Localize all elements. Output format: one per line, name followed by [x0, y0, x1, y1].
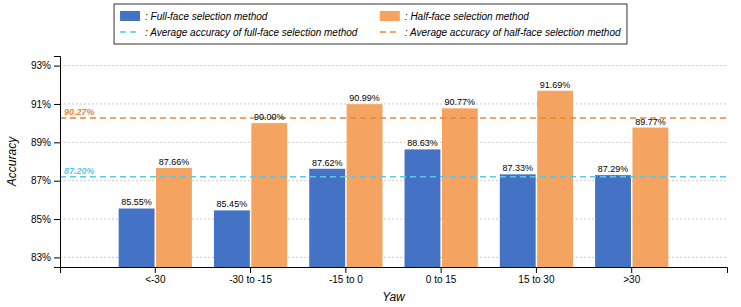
data-label: 89.77%: [635, 117, 666, 127]
bar: [119, 208, 155, 267]
tick-label: 85%: [31, 214, 51, 225]
legend-entry: : Full-face selection method: [120, 11, 268, 22]
tick-mark: [54, 219, 60, 220]
marks: [60, 91, 727, 267]
data-label: 91.69%: [540, 80, 571, 90]
grid-line: [60, 103, 727, 104]
legend-label: : Average accuracy of full-face selectio…: [145, 27, 358, 38]
data-label: 87.29%: [598, 164, 629, 174]
average-label: 90.27%: [64, 107, 95, 117]
bar: [347, 104, 383, 267]
data-label: 88.63%: [407, 138, 438, 148]
tick: 83%: [31, 252, 60, 263]
bar: [632, 128, 668, 267]
tick: <-30: [145, 267, 166, 285]
tick: 85%: [31, 214, 60, 225]
tick-mark: [250, 267, 251, 273]
bar: [595, 175, 631, 267]
tick: 87%: [31, 175, 60, 186]
bar-series: [156, 91, 668, 267]
tick-label: -30 to -15: [229, 274, 272, 285]
data-label: 90.77%: [445, 97, 476, 107]
average-line: [60, 176, 727, 178]
tick: 93%: [31, 60, 60, 71]
tick-mark: [54, 142, 60, 143]
x-axis: <-30 -30 to -15 -15 to 0 0 to 15 15 to 30 >30: [61, 267, 728, 285]
legend-column: : Full-face selection method : Average ac…: [120, 11, 358, 38]
tick-label: 0 to 15: [426, 274, 457, 285]
tick-label: -15 to 0: [329, 274, 363, 285]
grid-line: [60, 65, 727, 66]
tick: 0 to 15: [426, 267, 457, 285]
labels: 85.55% 85.45% 87.62% 88.63% 87.33% 87.29% 87.6…: [64, 80, 666, 210]
legend-entry: : Average accuracy of half-face selectio…: [380, 27, 621, 38]
tick-label: 89%: [31, 137, 51, 148]
bar: [309, 169, 345, 267]
tick-mark: [536, 267, 537, 273]
legend-column: : Half-face selection method : Average ac…: [380, 11, 621, 38]
tick-mark: [631, 267, 632, 273]
axis-line: [61, 268, 728, 274]
average-line: [60, 117, 727, 119]
tick-mark: [441, 267, 442, 273]
bar: [214, 210, 250, 267]
average-label: 87.20%: [64, 166, 95, 176]
legend-entry: : Average accuracy of full-face selectio…: [120, 27, 358, 38]
y-axis: 83% 85% 87% 89% 91% 93%: [31, 57, 61, 268]
legend-label: : Full-face selection method: [145, 11, 268, 22]
plot: 85.55% 85.45% 87.62% 88.63% 87.33% 87.29% 87.6…: [31, 57, 728, 307]
tick: 89%: [31, 137, 60, 148]
bar: [251, 123, 287, 267]
data-label: 90.99%: [349, 93, 380, 103]
tick: -30 to -15: [229, 267, 272, 285]
bar: [500, 174, 536, 267]
data-label: 85.45%: [217, 199, 248, 209]
tick-label: 87%: [31, 175, 51, 186]
legend-swatch: [380, 11, 400, 21]
tick-label: 93%: [31, 60, 51, 71]
legend-entry: : Half-face selection method: [380, 11, 529, 22]
legend-swatch: [120, 11, 140, 21]
tick-mark: [54, 181, 60, 182]
bar: [442, 108, 478, 267]
tick-mark: [54, 104, 60, 105]
tick: -15 to 0: [329, 267, 363, 285]
bar: [537, 91, 573, 267]
y-axis-title: Accuracy: [5, 136, 19, 187]
legend-label: : Average accuracy of half-face selectio…: [405, 27, 621, 38]
tick-label: <-30: [145, 274, 166, 285]
tick: >30: [623, 267, 640, 285]
tick: 15 to 30: [518, 267, 555, 285]
legend-frame: [114, 4, 627, 44]
tick: 91%: [31, 99, 60, 110]
data-label: 87.33%: [502, 163, 533, 173]
bar: [405, 149, 441, 267]
tick-mark: [54, 66, 60, 67]
axis-line: [54, 57, 61, 268]
tick-label: >30: [623, 274, 640, 285]
data-label: 85.55%: [121, 197, 152, 207]
bar: [156, 168, 192, 267]
x-axis-title: Yaw: [382, 290, 406, 304]
chart: 85.55% 85.45% 87.62% 88.63% 87.33% 87.29% 87.6…: [0, 0, 741, 307]
tick-mark: [345, 267, 346, 273]
data-label: 87.62%: [312, 158, 343, 168]
legend-swatch: [120, 31, 140, 33]
legend: : Full-face selection method : Average ac…: [114, 4, 627, 44]
tick-mark: [54, 257, 60, 258]
data-label: 90.00%: [254, 112, 285, 122]
data-label: 87.66%: [159, 157, 190, 167]
tick-label: 91%: [31, 99, 51, 110]
tick-label: 15 to 30: [518, 274, 555, 285]
tick-label: 83%: [31, 252, 51, 263]
tick-mark: [155, 267, 156, 273]
legend-label: : Half-face selection method: [405, 11, 529, 22]
grid-line: [60, 142, 727, 143]
legend-swatch: [380, 31, 400, 33]
